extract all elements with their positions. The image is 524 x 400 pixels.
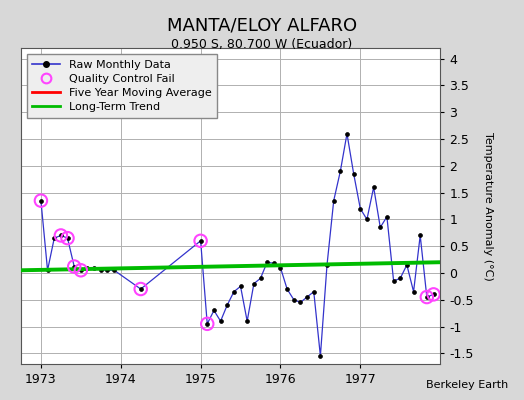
Point xyxy=(137,286,145,292)
Point xyxy=(77,267,85,274)
Point xyxy=(203,321,212,327)
Text: Berkeley Earth: Berkeley Earth xyxy=(426,380,508,390)
Point xyxy=(57,232,65,239)
Text: 0.950 S, 80.700 W (Ecuador): 0.950 S, 80.700 W (Ecuador) xyxy=(171,38,353,51)
Point xyxy=(423,294,431,300)
Y-axis label: Temperature Anomaly (°C): Temperature Anomaly (°C) xyxy=(483,132,493,280)
Legend: Raw Monthly Data, Quality Control Fail, Five Year Moving Average, Long-Term Tren: Raw Monthly Data, Quality Control Fail, … xyxy=(27,54,217,118)
Point xyxy=(429,291,438,298)
Text: MANTA/ELOY ALFARO: MANTA/ELOY ALFARO xyxy=(167,16,357,34)
Point xyxy=(63,235,72,241)
Point xyxy=(37,198,45,204)
Point xyxy=(196,238,205,244)
Point xyxy=(70,263,79,270)
